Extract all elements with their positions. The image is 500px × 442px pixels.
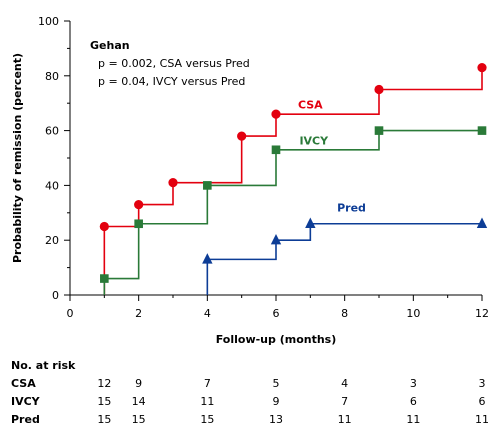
data-point <box>134 199 144 210</box>
x-tick-label: 4 <box>204 307 211 320</box>
at-risk-value: 9 <box>273 395 280 408</box>
data-point <box>271 145 281 155</box>
data-point <box>374 84 384 95</box>
at-risk-value: 11 <box>338 413 352 426</box>
at-risk-title: No. at risk <box>11 359 76 372</box>
at-risk-value: 7 <box>341 395 348 408</box>
data-point <box>374 126 384 135</box>
at-risk-value: 5 <box>273 377 280 390</box>
data-point <box>99 221 109 232</box>
at-risk-value: 4 <box>341 377 348 390</box>
data-point <box>202 253 213 264</box>
at-risk-value: 9 <box>135 377 142 390</box>
at-risk-value: 3 <box>410 377 417 390</box>
series-line <box>103 67 483 295</box>
y-tick-label: 40 <box>45 179 59 192</box>
data-point <box>168 178 178 188</box>
series-pred: Pred <box>202 201 488 295</box>
at-risk-value: 6 <box>479 395 486 408</box>
series-line <box>103 129 482 295</box>
data-point <box>271 109 281 119</box>
at-risk-value: 12 <box>97 377 111 390</box>
at-risk-value: 15 <box>97 395 111 408</box>
at-risk-table: No. at risk CSA 12 9 7 5 4 3 3 IVCY 15 14 11 9 7 6 6 Pre… <box>11 359 489 426</box>
y-tick-label: 100 <box>38 15 59 28</box>
x-tick-label: 0 <box>67 307 74 320</box>
data-point <box>477 126 487 135</box>
series-ivcy: IVCY <box>100 126 487 295</box>
at-risk-value: 15 <box>200 413 214 426</box>
data-point <box>477 62 487 73</box>
at-risk-value: 11 <box>200 395 214 408</box>
at-risk-value: 6 <box>410 395 417 408</box>
annotation-heading: Gehan <box>90 39 130 52</box>
data-point <box>270 234 282 245</box>
data-point <box>134 219 143 229</box>
data-point <box>237 131 247 141</box>
at-risk-value: 14 <box>132 395 146 408</box>
annotation-line-1: p = 0.002, CSA versus Pred <box>98 57 250 70</box>
at-risk-row-pred: Pred 15 15 15 13 11 11 11 <box>11 413 489 426</box>
at-risk-value: 11 <box>406 413 420 426</box>
data-point <box>203 181 212 190</box>
x-tick-label: 10 <box>406 307 420 320</box>
data-point <box>476 217 488 228</box>
at-risk-value: 13 <box>269 413 283 426</box>
y-tick-label: 20 <box>45 234 59 247</box>
at-risk-value: 15 <box>132 413 146 426</box>
at-risk-value: 15 <box>97 413 111 426</box>
at-risk-row-ivcy: IVCY 15 14 11 9 7 6 6 <box>11 395 486 408</box>
at-risk-value: 3 <box>479 377 486 390</box>
data-point <box>305 217 316 228</box>
gehan-annotation: Gehan p = 0.002, CSA versus Pred p = 0.0… <box>90 39 250 88</box>
x-tick-label: 12 <box>475 307 489 320</box>
series-line <box>206 222 482 295</box>
x-tick-label: 2 <box>135 307 142 320</box>
series-label: Pred <box>337 201 366 214</box>
series-label: IVCY <box>299 134 329 147</box>
at-risk-row-csa: CSA 12 9 7 5 4 3 3 <box>11 377 486 390</box>
y-tick-label: 60 <box>45 125 59 138</box>
at-risk-row-label: CSA <box>11 377 36 390</box>
x-tick-label: 8 <box>341 307 348 320</box>
at-risk-value: 7 <box>204 377 211 390</box>
y-tick-label: 0 <box>52 289 59 302</box>
y-tick-label: 80 <box>45 70 59 83</box>
at-risk-value: 11 <box>475 413 489 426</box>
at-risk-row-label: Pred <box>11 413 40 426</box>
x-axis-title: Follow-up (months) <box>216 333 337 346</box>
series-layer: CSA IVCY Pred <box>99 62 488 295</box>
data-point <box>100 274 109 283</box>
x-tick-label: 6 <box>273 307 280 320</box>
at-risk-row-label: IVCY <box>11 395 41 408</box>
y-axis-title: Probability of remission (percent) <box>11 53 24 263</box>
annotation-line-2: p = 0.04, IVCY versus Pred <box>98 75 245 88</box>
series-csa: CSA <box>99 62 487 295</box>
series-label: CSA <box>298 99 323 112</box>
axes: 0 20 40 60 80 100 0 2 4 6 8 10 12 <box>38 15 489 320</box>
